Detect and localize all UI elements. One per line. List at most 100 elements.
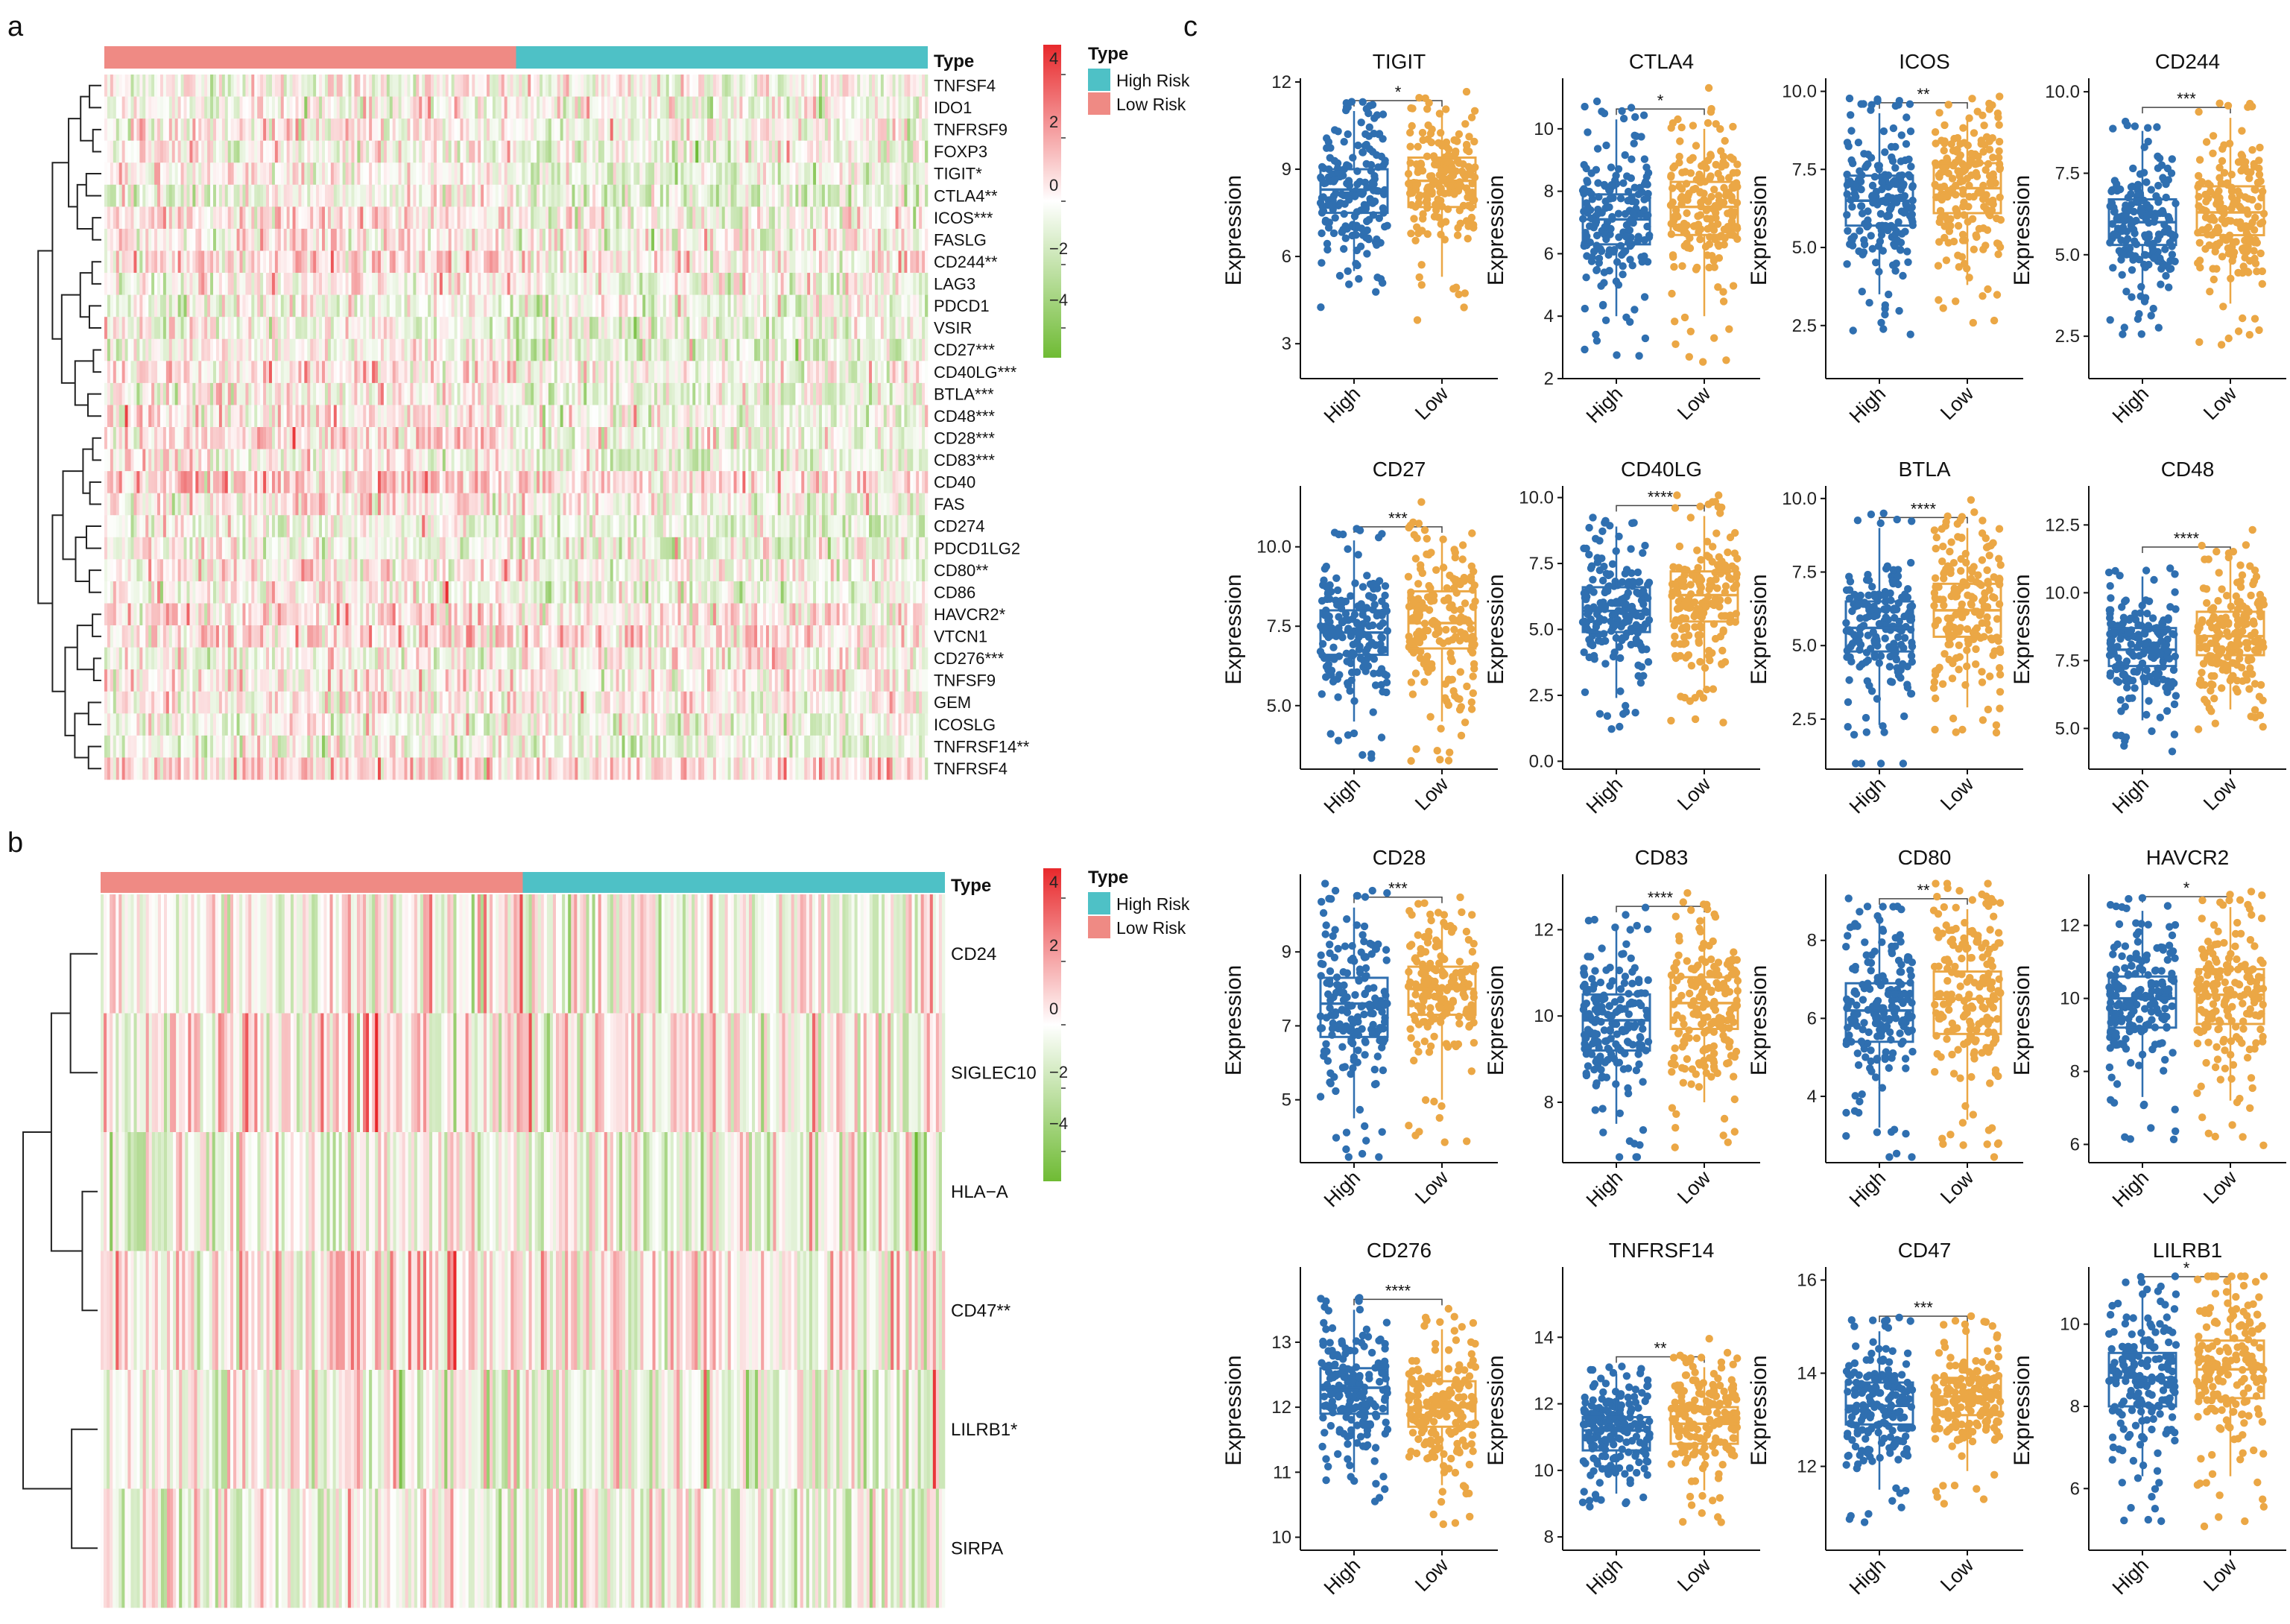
heatmap-cell (572, 338, 575, 361)
heatmap-cell (578, 140, 581, 163)
heatmap-cell (204, 361, 208, 384)
heatmap-cell (457, 273, 461, 295)
heatmap-cell (895, 206, 899, 230)
heatmap-cell (545, 250, 549, 274)
heatmap-cell (248, 206, 252, 230)
heatmap-cell (768, 294, 773, 317)
heatmap-cell (489, 427, 493, 449)
heatmap-cell (481, 206, 484, 230)
heatmap-cell (698, 405, 702, 428)
heatmap-cell (651, 96, 655, 119)
heatmap-cell (910, 184, 914, 207)
heatmap-cell (413, 75, 417, 97)
heatmap-cell (709, 361, 714, 384)
heatmap-cell (851, 338, 855, 361)
heatmap-cell (410, 382, 414, 405)
heatmap-cell (210, 162, 214, 186)
heatmap-cell (818, 294, 823, 317)
heatmap-cell (233, 427, 237, 449)
heatmap-cell (174, 184, 178, 207)
heatmap-cell (124, 184, 128, 207)
heatmap-cell (833, 405, 837, 428)
heatmap-cell (104, 119, 108, 141)
heatmap-cell (531, 206, 534, 230)
heatmap-cell (674, 317, 678, 340)
heatmap-cell (121, 75, 125, 97)
heatmap-cell (378, 184, 382, 207)
heatmap-cell (712, 427, 717, 449)
heatmap-cell (780, 317, 784, 340)
heatmap-cell (919, 75, 923, 97)
heatmap-cell (768, 449, 773, 472)
heatmap-cell (642, 96, 646, 119)
heatmap-cell (613, 449, 616, 472)
heatmap-cell (104, 382, 108, 405)
heatmap-cell (431, 206, 434, 230)
heatmap-cell (610, 140, 614, 163)
heatmap-cell (269, 382, 273, 405)
heatmap-cell (578, 184, 581, 207)
heatmap-cell (192, 449, 196, 472)
heatmap-cell (428, 449, 431, 472)
heatmap-cell (689, 184, 693, 207)
heatmap-cell (422, 361, 426, 384)
heatmap-cell (513, 184, 516, 207)
heatmap-cell (372, 361, 376, 384)
heatmap-cell (327, 294, 332, 317)
heatmap-cell (398, 162, 402, 186)
heatmap-cell (322, 427, 326, 449)
heatmap-cell (572, 162, 575, 186)
heatmap-cell (227, 338, 231, 361)
heatmap-cell (221, 228, 226, 251)
heatmap-cell (369, 75, 373, 97)
heatmap-cell (657, 75, 661, 97)
heatmap-cell (292, 317, 296, 340)
heatmap-cell (774, 184, 779, 207)
heatmap-cell (583, 338, 587, 361)
heatmap-cell (466, 273, 469, 295)
heatmap-cell (501, 317, 505, 340)
heatmap-cell (301, 405, 305, 428)
heatmap-cell (348, 206, 352, 230)
heatmap-cell (251, 140, 255, 163)
heatmap-cell (327, 427, 332, 449)
heatmap-cell (748, 361, 752, 384)
heatmap-cell (330, 140, 335, 163)
heatmap-cell (121, 317, 125, 340)
heatmap-cell (198, 250, 202, 274)
heatmap-cell (142, 338, 146, 361)
heatmap-cell (519, 338, 522, 361)
heatmap-cell (872, 427, 876, 449)
heatmap-cell (157, 75, 161, 97)
heatmap-cell (581, 317, 584, 340)
heatmap-cell (124, 273, 128, 295)
heatmap-cell (566, 228, 569, 251)
heatmap-cell (595, 140, 599, 163)
heatmap-cell (416, 427, 420, 449)
heatmap-cell (569, 119, 572, 141)
heatmap-cell (107, 427, 111, 449)
heatmap-cell (854, 361, 858, 384)
heatmap-cell (872, 338, 876, 361)
heatmap-cell (780, 294, 784, 317)
heatmap-cell (195, 273, 199, 295)
heatmap-cell (671, 382, 675, 405)
heatmap-cell (627, 382, 631, 405)
heatmap-cell (630, 294, 634, 317)
heatmap-cell (925, 405, 929, 428)
heatmap-cell (139, 338, 143, 361)
heatmap-cell (280, 317, 285, 340)
heatmap-cell (498, 449, 502, 472)
heatmap-cell (142, 162, 146, 186)
heatmap-cell (695, 427, 699, 449)
heatmap-cell (425, 140, 428, 163)
heatmap-cell (827, 317, 832, 340)
heatmap-cell (827, 228, 832, 251)
heatmap-cell (768, 250, 773, 274)
heatmap-cell (145, 294, 149, 317)
heatmap-cell (910, 294, 914, 317)
heatmap-cell (765, 184, 770, 207)
heatmap-cell (525, 228, 528, 251)
heatmap-cell (575, 206, 578, 230)
heatmap-cell (469, 119, 472, 141)
